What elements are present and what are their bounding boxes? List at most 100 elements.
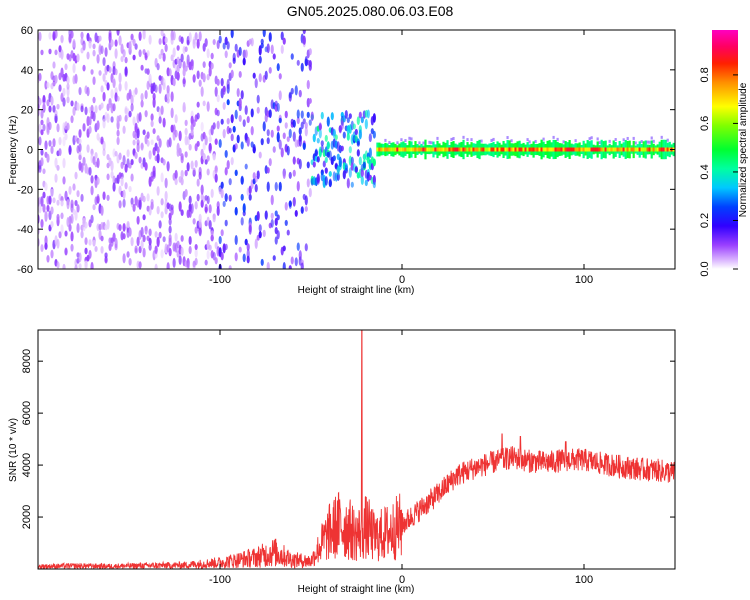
heatmap-cell bbox=[262, 121, 266, 132]
heatmap-cell bbox=[446, 147, 449, 152]
heatmap-cell bbox=[542, 137, 545, 141]
heatmap-cell bbox=[574, 139, 577, 143]
heatmap-cell bbox=[334, 134, 338, 141]
heatmap-cell bbox=[380, 147, 383, 152]
heatmap-cell bbox=[256, 94, 260, 104]
heatmap-cell bbox=[248, 185, 252, 195]
heatmap-cell bbox=[102, 191, 106, 201]
heatmap-cell bbox=[208, 244, 212, 251]
heatmap-cell bbox=[408, 136, 411, 140]
heatmap-cell bbox=[238, 246, 242, 253]
heatmap-cell bbox=[136, 215, 140, 225]
heatmap-cell bbox=[566, 147, 569, 152]
heatmap-cell bbox=[412, 147, 415, 152]
heatmap-cell bbox=[146, 68, 150, 75]
y-tick-label: 60 bbox=[21, 25, 33, 37]
heatmap-cell bbox=[154, 245, 158, 255]
heatmap-cell bbox=[156, 146, 160, 154]
heatmap-cell bbox=[172, 78, 176, 87]
heatmap-cell bbox=[38, 72, 42, 82]
heatmap-cell bbox=[216, 120, 220, 130]
heatmap-cell bbox=[274, 217, 278, 226]
heatmap-cell bbox=[88, 40, 92, 49]
heatmap-cell bbox=[596, 137, 599, 141]
heatmap-cell bbox=[194, 159, 198, 168]
heatmap-cell bbox=[40, 119, 44, 126]
heatmap-cell bbox=[138, 112, 142, 122]
heatmap-cell bbox=[646, 147, 649, 152]
heatmap-cell bbox=[292, 196, 296, 207]
heatmap-cell bbox=[476, 147, 479, 152]
heatmap-cell bbox=[54, 110, 58, 117]
heatmap-cell bbox=[148, 243, 152, 251]
heatmap-cell bbox=[130, 197, 134, 205]
heatmap-cell bbox=[144, 110, 148, 118]
heatmap-cell bbox=[340, 145, 344, 152]
heatmap-cell bbox=[180, 169, 184, 179]
heatmap-cell bbox=[292, 131, 296, 142]
heatmap-cell bbox=[74, 171, 78, 180]
heatmap-cell bbox=[506, 136, 509, 140]
heatmap-cell bbox=[420, 147, 423, 152]
x-tick-label: 0 bbox=[399, 274, 405, 286]
heatmap-cell bbox=[102, 118, 106, 129]
heatmap-cell bbox=[586, 147, 589, 152]
heatmap-cell bbox=[620, 147, 623, 152]
heatmap-cell bbox=[240, 176, 244, 185]
heatmap-cell bbox=[524, 147, 527, 152]
heatmap-cell bbox=[272, 53, 276, 60]
heatmap-cell bbox=[184, 65, 188, 72]
heatmap-cell bbox=[238, 97, 242, 109]
heatmap-cell bbox=[122, 189, 126, 199]
snr-y-ticks: 2000 4000 6000 8000 bbox=[21, 349, 675, 529]
heatmap-cell bbox=[60, 67, 64, 78]
heatmap-cell bbox=[290, 53, 294, 60]
heatmap-cell bbox=[174, 169, 178, 180]
heatmap-cell bbox=[388, 147, 391, 152]
heatmap-cell bbox=[40, 244, 44, 253]
heatmap-cell bbox=[372, 130, 376, 139]
heatmap-cell bbox=[200, 184, 204, 195]
heatmap-cell bbox=[46, 255, 50, 263]
colorbar-tick-label: 0.6 bbox=[699, 116, 711, 131]
heatmap-cell bbox=[198, 226, 202, 235]
heatmap-cell bbox=[80, 162, 84, 173]
heatmap-cell bbox=[400, 138, 403, 142]
heatmap-cell bbox=[80, 31, 84, 39]
heatmap-cell bbox=[188, 245, 192, 255]
heatmap-cell bbox=[54, 49, 58, 56]
heatmap-cell bbox=[360, 116, 364, 124]
heatmap-cell bbox=[40, 109, 44, 119]
heatmap-cell bbox=[534, 147, 537, 152]
heatmap-cell bbox=[428, 147, 431, 152]
heatmap-cell bbox=[308, 119, 312, 126]
heatmap-cell bbox=[58, 148, 62, 157]
heatmap-cell bbox=[74, 73, 78, 84]
heatmap-cell bbox=[410, 137, 413, 141]
heatmap-cell bbox=[544, 147, 547, 152]
heatmap-cell bbox=[140, 64, 144, 71]
heatmap-cell bbox=[298, 158, 302, 170]
heatmap-cell bbox=[328, 171, 332, 177]
heatmap-cell bbox=[68, 223, 72, 232]
heatmap-cell bbox=[574, 147, 577, 152]
heatmap-cell bbox=[332, 155, 336, 162]
heatmap-cell bbox=[162, 117, 166, 128]
heatmap-cell bbox=[270, 218, 274, 228]
heatmap-cell bbox=[282, 245, 286, 252]
heatmap-cell bbox=[522, 147, 525, 152]
heatmap-cell bbox=[68, 144, 72, 156]
heatmap-cell bbox=[108, 32, 112, 43]
heatmap-cell bbox=[106, 194, 110, 201]
heatmap-cell bbox=[92, 43, 96, 50]
snr-series-line bbox=[38, 330, 675, 569]
heatmap-cell bbox=[222, 42, 226, 50]
heatmap-cell bbox=[86, 144, 90, 153]
heatmap-cell bbox=[318, 128, 322, 139]
heatmap-cell bbox=[226, 41, 230, 50]
heatmap-cell bbox=[396, 147, 399, 152]
heatmap-cell bbox=[224, 243, 228, 250]
heatmap-cell bbox=[252, 146, 256, 154]
heatmap-cell bbox=[316, 137, 320, 144]
heatmap-cell bbox=[112, 182, 116, 192]
